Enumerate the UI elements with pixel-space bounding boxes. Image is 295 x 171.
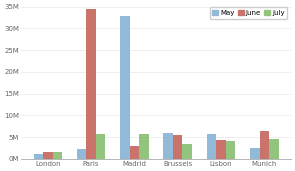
Bar [34,154,43,159]
Bar [163,133,173,159]
Bar [260,131,269,159]
Bar [43,152,53,159]
Bar [173,135,182,159]
Bar [120,16,130,159]
Bar [226,141,235,159]
Bar [77,149,86,159]
Bar [207,134,216,159]
Bar [96,134,105,159]
Bar [86,9,96,159]
Bar [250,148,260,159]
Bar [139,134,149,159]
Bar [216,140,226,159]
Bar [53,152,62,159]
Bar [182,143,192,159]
Bar [269,139,278,159]
Bar [130,146,139,159]
Legend: May, June, July: May, June, July [210,7,287,19]
